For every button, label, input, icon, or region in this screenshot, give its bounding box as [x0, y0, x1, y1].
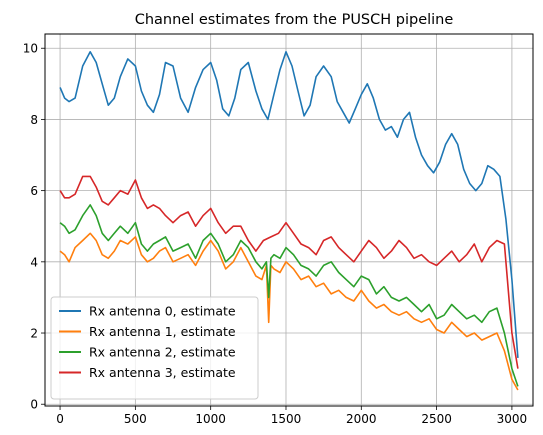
y-tick-label: 2: [30, 327, 38, 341]
series-line-rx-antenna-1: [59, 232, 519, 391]
legend-label-0: Rx antenna 0, estimate: [89, 304, 236, 319]
legend: Rx antenna 0, estimate Rx antenna 1, esti…: [50, 296, 259, 400]
y-tick-label: 6: [30, 184, 38, 198]
legend-label-3: Rx antenna 3, estimate: [89, 365, 236, 380]
x-tick-label: 0: [56, 412, 64, 426]
series-line-rx-antenna-3: [59, 175, 519, 369]
x-tick-label: 500: [124, 412, 147, 426]
legend-box: [50, 296, 259, 400]
y-tick-label: 4: [30, 255, 38, 269]
x-tick-label: 3000: [497, 412, 528, 426]
legend-label-2: Rx antenna 2, estimate: [89, 345, 236, 360]
y-tick-label: 0: [30, 398, 38, 412]
plot-frame: [44, 33, 534, 407]
y-tick-label: 8: [30, 113, 38, 127]
legend-label-1: Rx antenna 1, estimate: [89, 324, 236, 339]
series-group: [59, 50, 519, 391]
y-tick-label: 10: [23, 42, 38, 56]
x-tick-label: 1000: [195, 412, 226, 426]
series-line-rx-antenna-2: [59, 204, 519, 387]
series-line-rx-antenna-0: [59, 50, 519, 358]
x-tick-label: 2500: [421, 412, 452, 426]
x-tick-label: 1500: [271, 412, 302, 426]
chart-title: Channel estimates from the PUSCH pipelin…: [135, 12, 454, 28]
axis-ticks: 0 500 1000 1500 2000 2500 3000 0 2 4 6 8 10: [23, 42, 527, 426]
x-tick-label: 2000: [346, 412, 377, 426]
